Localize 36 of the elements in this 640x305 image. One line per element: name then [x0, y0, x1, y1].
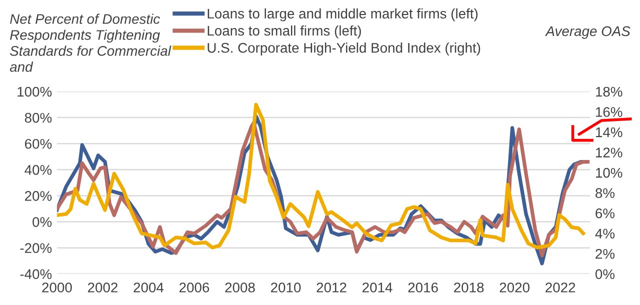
y2-tick-label: 12% — [596, 148, 622, 158]
y2-axis-title: Average OAS — [545, 26, 630, 39]
legend-label: U.S. Corporate High-Yield Bond Index (right) — [208, 42, 480, 56]
y2-tick-label: 6% — [596, 208, 615, 218]
y-tick-label: 60% — [25, 138, 52, 149]
y-tick-label: 20% — [25, 191, 52, 201]
legend-label: Loans to small firms (left) — [208, 25, 361, 38]
y2-tick-label: 18% — [596, 86, 622, 97]
x-tick-label: 2000 — [42, 282, 72, 292]
y2-tick-label: 2% — [596, 248, 615, 259]
line-series — [56, 102, 586, 250]
y2-tick-label: 4% — [595, 228, 615, 238]
y2-tick-label: 16% — [596, 107, 622, 117]
x-tick-label: 2022 — [546, 282, 576, 292]
y2-tick-label: 14% — [596, 127, 622, 138]
y-tick-label: 100% — [18, 86, 52, 97]
y-tick-label: -20% — [20, 243, 52, 254]
y2-tick-label: 8% — [596, 188, 615, 198]
x-tick-label: 2004 — [134, 282, 164, 292]
x-tick-label: 2006 — [179, 282, 210, 292]
x-tick-label: 2002 — [88, 282, 118, 292]
y2-tick-label: 10% — [596, 168, 622, 178]
y-tick-label: 80% — [24, 112, 52, 123]
y-tick-label: 0% — [32, 217, 52, 227]
legend-label: Loans to large and middle market firms (left) — [208, 8, 478, 22]
y2-tick-label: 0% — [595, 269, 615, 280]
y-tick-label: 40% — [24, 165, 52, 175]
y-axis-title: Net Percent of Domestic Respondents Tightening Standards for Commercial and — [10, 14, 172, 72]
x-tick-label: 2016 — [408, 282, 438, 292]
x-tick-label: 2008 — [225, 282, 255, 292]
x-tick-label: 2010 — [271, 282, 301, 292]
x-tick-label: 2018 — [454, 282, 484, 292]
x-tick-label: 2012 — [316, 282, 346, 292]
y-tick-label: -40% — [20, 269, 52, 280]
x-tick-label: 2014 — [362, 282, 392, 292]
x-tick-label: 2020 — [500, 282, 530, 292]
